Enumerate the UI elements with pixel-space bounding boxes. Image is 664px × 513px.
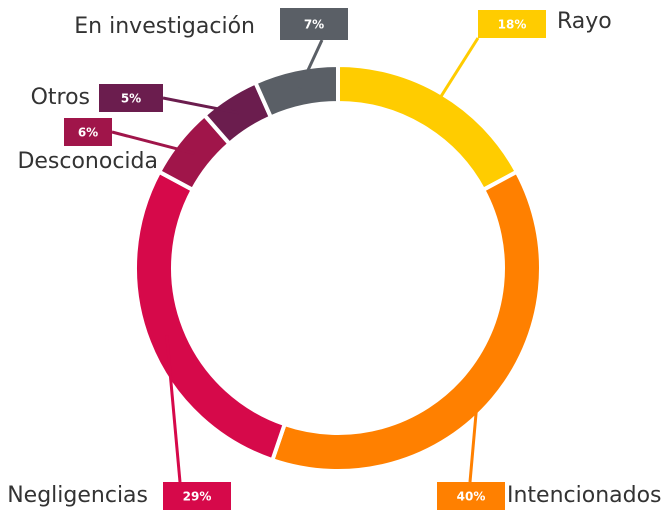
leader-line xyxy=(165,335,182,483)
value-label: 40% xyxy=(457,490,486,504)
label-box xyxy=(99,84,163,112)
value-label: 29% xyxy=(183,490,212,504)
label-box xyxy=(437,482,505,510)
donut-slice xyxy=(269,169,543,473)
value-label: 7% xyxy=(304,18,324,32)
category-label: En investigación xyxy=(74,14,255,39)
leader-line xyxy=(431,37,480,111)
category-label: Desconocida xyxy=(17,149,158,174)
value-label: 5% xyxy=(121,92,141,106)
value-label: 6% xyxy=(78,126,98,140)
label-box xyxy=(64,118,112,146)
category-label: Otros xyxy=(31,85,90,110)
label-box xyxy=(280,8,348,40)
label-box xyxy=(478,10,546,38)
leader-line xyxy=(468,386,480,483)
leader-line xyxy=(162,96,240,115)
category-label: Negligencias xyxy=(7,483,148,508)
donut-slice xyxy=(336,62,520,193)
leader-line xyxy=(111,130,195,155)
value-label: 18% xyxy=(498,18,527,32)
category-label: Intencionados xyxy=(507,483,662,508)
label-box xyxy=(163,482,231,510)
leader-line xyxy=(298,39,324,89)
donut-slice xyxy=(252,62,340,120)
category-label: Rayo xyxy=(557,9,612,34)
donut-slice xyxy=(133,169,288,463)
